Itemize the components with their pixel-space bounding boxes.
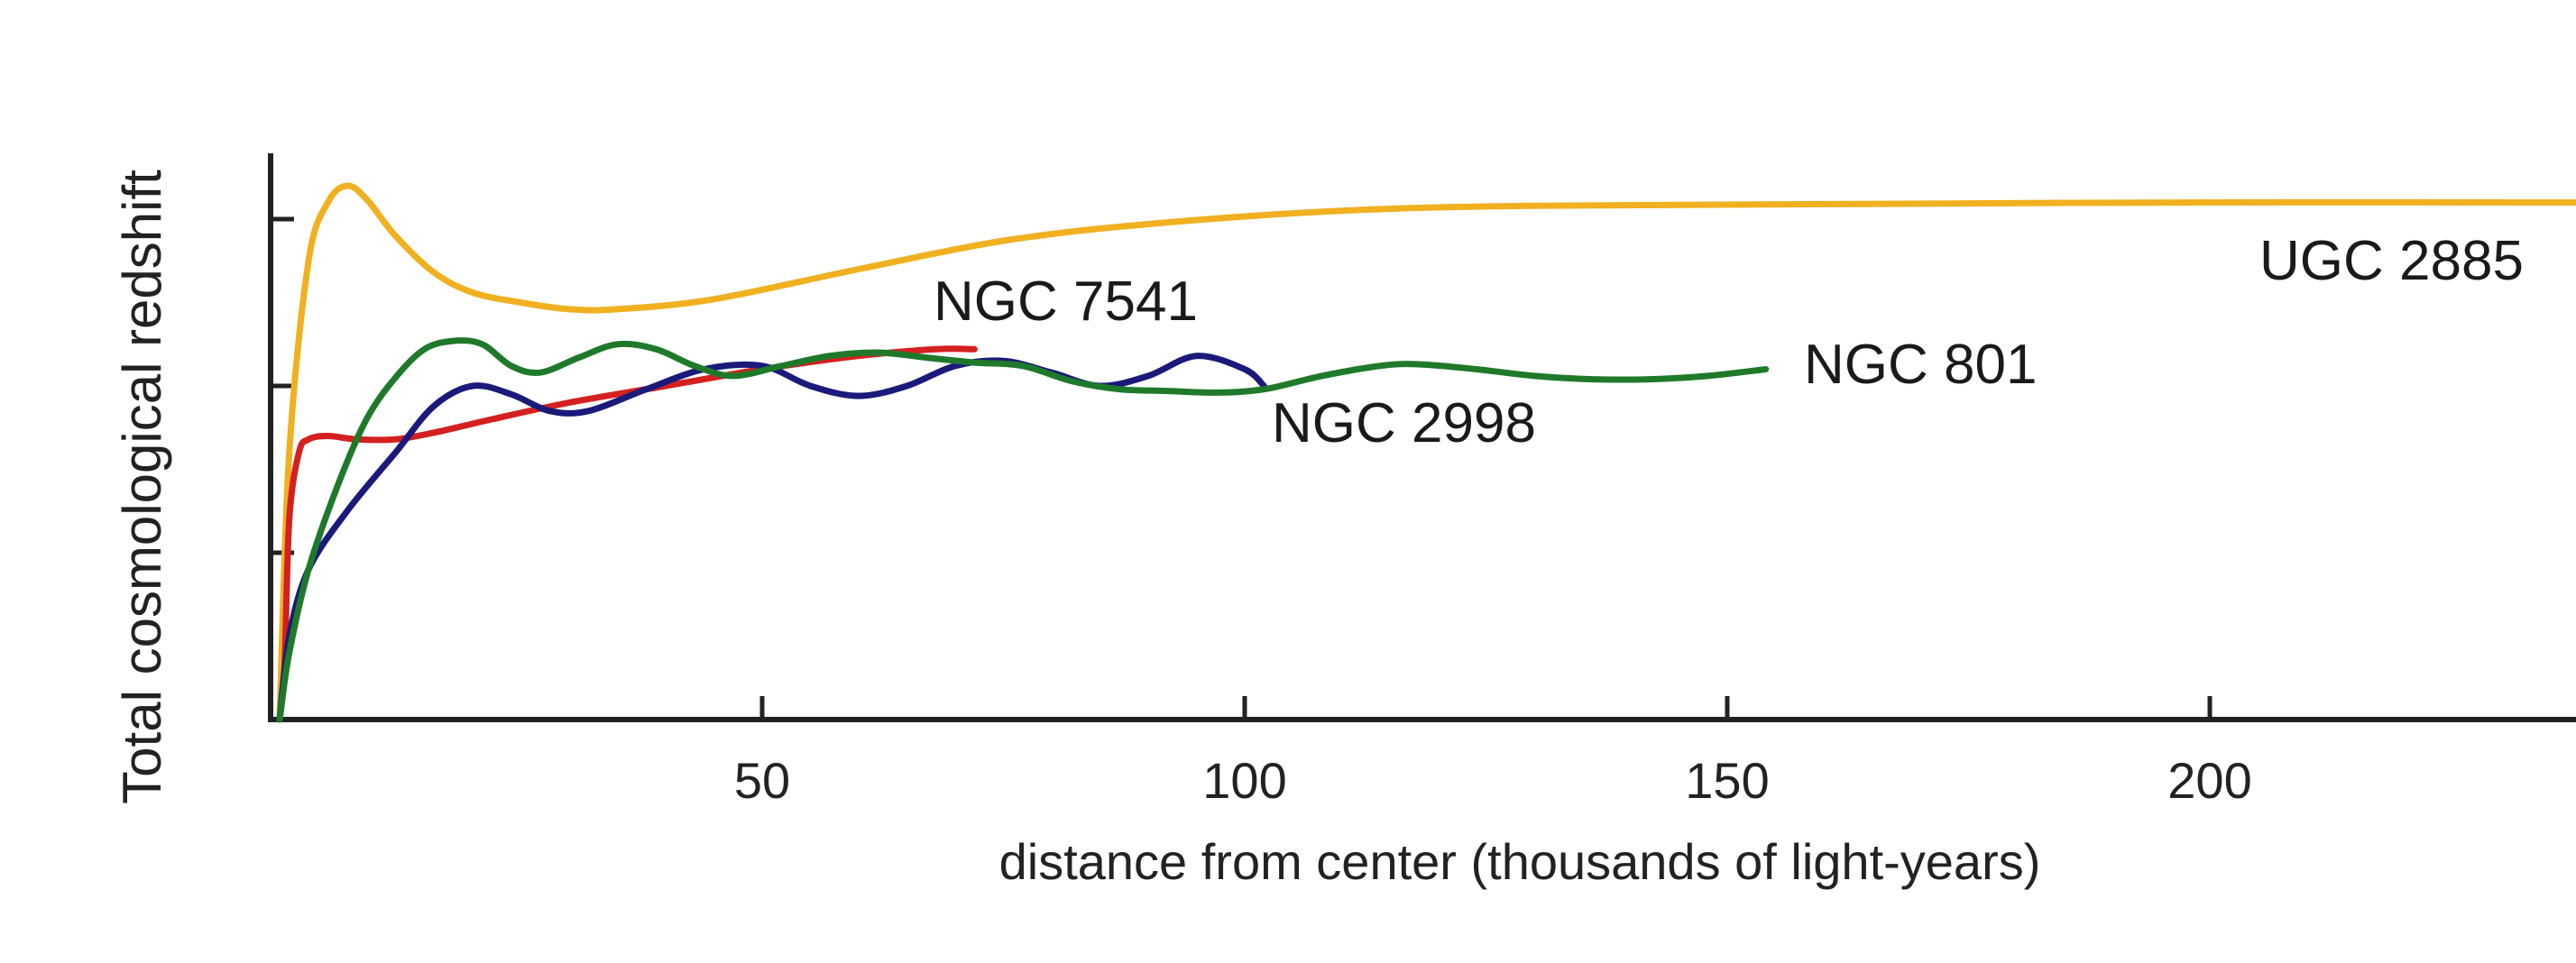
x-tick-label: 200 xyxy=(2167,752,2251,809)
series-line-ugc-2885 xyxy=(276,182,2576,723)
x-tick-label: 50 xyxy=(734,752,790,809)
x-tick-label: 150 xyxy=(1685,752,1769,809)
x-axis-label: distance from center (thousands of light… xyxy=(999,833,2041,890)
series-line-ngc-801 xyxy=(276,337,1770,723)
y-axis-label: Total cosmological redshift xyxy=(112,170,172,804)
series-group xyxy=(276,182,2576,723)
series-line-ngc-7541 xyxy=(276,345,978,723)
x-tick-label: 100 xyxy=(1202,752,1286,809)
series-label-ugc-2885: UGC 2885 xyxy=(2259,230,2524,292)
axes xyxy=(268,153,2576,722)
series-label-ngc-801: NGC 801 xyxy=(1804,334,2037,396)
ticks: 50 100 150 200 xyxy=(271,216,2252,809)
series-label-ngc-2998: NGC 2998 xyxy=(1272,392,1536,454)
series-line-ngc-2998 xyxy=(276,353,1267,723)
series-label-ngc-7541: NGC 7541 xyxy=(934,271,1198,333)
